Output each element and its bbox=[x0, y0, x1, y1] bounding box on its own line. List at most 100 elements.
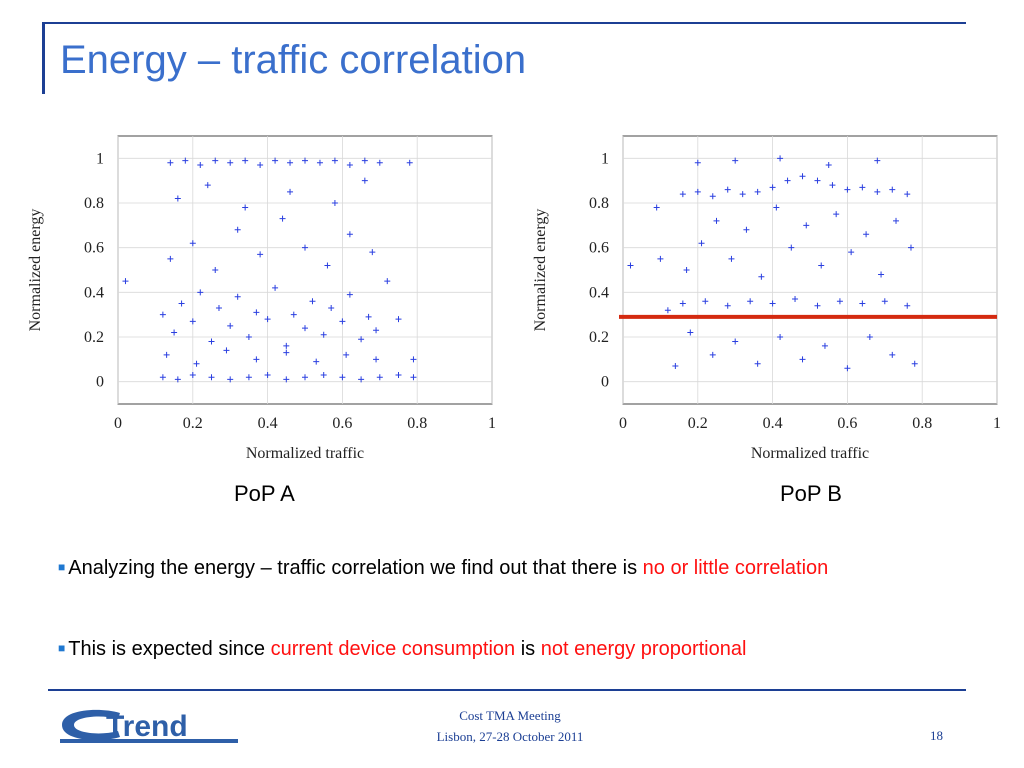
data-point bbox=[253, 356, 260, 363]
data-point bbox=[889, 351, 896, 358]
data-point bbox=[788, 244, 795, 251]
data-point bbox=[672, 363, 679, 370]
x-tick-label: 0.2 bbox=[688, 415, 708, 432]
data-point bbox=[694, 159, 701, 166]
data-point bbox=[373, 356, 380, 363]
data-point bbox=[339, 374, 346, 381]
data-point bbox=[395, 316, 402, 323]
data-point bbox=[732, 157, 739, 164]
footer-location-date: Lisbon, 27-28 October 2011 bbox=[436, 729, 584, 744]
y-tick-label: 0.4 bbox=[84, 284, 104, 301]
data-point bbox=[803, 222, 810, 229]
data-point bbox=[829, 182, 836, 189]
chart-caption-pop-a: PoP A bbox=[234, 481, 295, 506]
y-tick-label: 0.8 bbox=[589, 195, 609, 212]
data-point bbox=[174, 376, 181, 383]
data-point bbox=[881, 298, 888, 305]
data-point bbox=[361, 177, 368, 184]
data-point bbox=[799, 173, 806, 180]
data-point bbox=[182, 157, 189, 164]
data-point bbox=[683, 267, 690, 273]
data-point bbox=[713, 217, 720, 224]
data-point bbox=[178, 300, 185, 307]
data-point bbox=[212, 267, 219, 273]
chart-caption-pop-b: PoP B bbox=[780, 481, 842, 506]
data-point bbox=[242, 157, 249, 164]
data-point bbox=[889, 186, 896, 193]
data-point bbox=[724, 186, 731, 193]
slide-title: Energy – traffic correlation bbox=[60, 38, 527, 82]
data-point bbox=[825, 162, 832, 169]
y-axis-label: Normalized energy bbox=[532, 209, 549, 332]
data-point bbox=[754, 360, 761, 367]
data-point bbox=[859, 184, 866, 191]
data-point bbox=[679, 191, 686, 198]
data-point bbox=[171, 329, 178, 336]
data-point bbox=[313, 358, 320, 365]
data-point bbox=[777, 155, 784, 162]
data-point bbox=[844, 186, 851, 193]
data-point bbox=[732, 338, 739, 345]
data-point bbox=[904, 191, 911, 198]
logo-text: Trend bbox=[106, 710, 188, 743]
x-tick-label: 0.4 bbox=[258, 415, 278, 432]
data-point bbox=[904, 302, 911, 309]
x-tick-label: 1 bbox=[993, 415, 1001, 432]
bullet-1-highlight: no or little correlation bbox=[642, 557, 829, 579]
data-point bbox=[253, 309, 260, 316]
y-tick-label: 0.8 bbox=[84, 195, 104, 212]
data-point bbox=[866, 334, 873, 340]
data-point bbox=[234, 226, 241, 233]
data-point bbox=[320, 331, 327, 338]
data-point bbox=[739, 191, 746, 198]
data-point bbox=[814, 177, 821, 184]
x-tick-label: 0.8 bbox=[407, 415, 427, 432]
data-point bbox=[848, 249, 855, 256]
data-point bbox=[664, 307, 671, 314]
data-point bbox=[302, 374, 308, 381]
data-point bbox=[339, 318, 346, 325]
x-tick-label: 0.8 bbox=[912, 415, 932, 432]
data-point bbox=[395, 371, 402, 378]
data-point bbox=[212, 157, 219, 164]
data-point bbox=[358, 336, 365, 343]
data-point bbox=[167, 255, 174, 262]
data-point bbox=[627, 262, 634, 269]
x-axis-label: Normalized traffic bbox=[751, 445, 869, 462]
data-point bbox=[769, 184, 776, 191]
plot-area bbox=[117, 135, 493, 405]
data-point bbox=[272, 284, 279, 291]
plot-area bbox=[622, 135, 998, 405]
data-point bbox=[365, 313, 372, 320]
data-point bbox=[309, 298, 316, 305]
data-point bbox=[227, 376, 234, 383]
data-point bbox=[702, 298, 709, 305]
data-point bbox=[346, 231, 353, 238]
scatter-plot-pop-b: 0 0 0.2 0.2 0.4 0.4 0.6 0.6 0.8 0.8 1 1 Normalized t… bbox=[532, 135, 1001, 462]
data-point bbox=[384, 278, 391, 285]
data-point bbox=[283, 342, 290, 349]
data-point bbox=[159, 374, 166, 381]
data-point bbox=[878, 271, 885, 278]
data-point bbox=[245, 334, 252, 340]
data-point bbox=[264, 371, 271, 378]
data-point bbox=[773, 204, 780, 211]
data-point bbox=[754, 188, 761, 195]
data-point bbox=[818, 262, 825, 269]
data-point bbox=[302, 157, 308, 164]
title-frame bbox=[42, 22, 966, 94]
data-point bbox=[346, 162, 353, 169]
data-point bbox=[679, 300, 686, 307]
data-point bbox=[376, 159, 383, 166]
data-point bbox=[204, 182, 211, 189]
data-point bbox=[376, 374, 383, 381]
y-tick-label: 1 bbox=[96, 150, 104, 167]
data-point bbox=[223, 347, 230, 354]
data-point bbox=[724, 302, 731, 309]
y-tick-label: 1 bbox=[601, 150, 609, 167]
data-point bbox=[257, 251, 264, 258]
data-point bbox=[747, 298, 754, 305]
title-vertical-rule bbox=[42, 22, 45, 94]
data-point bbox=[272, 157, 279, 164]
x-tick-label: 0.6 bbox=[837, 415, 857, 432]
